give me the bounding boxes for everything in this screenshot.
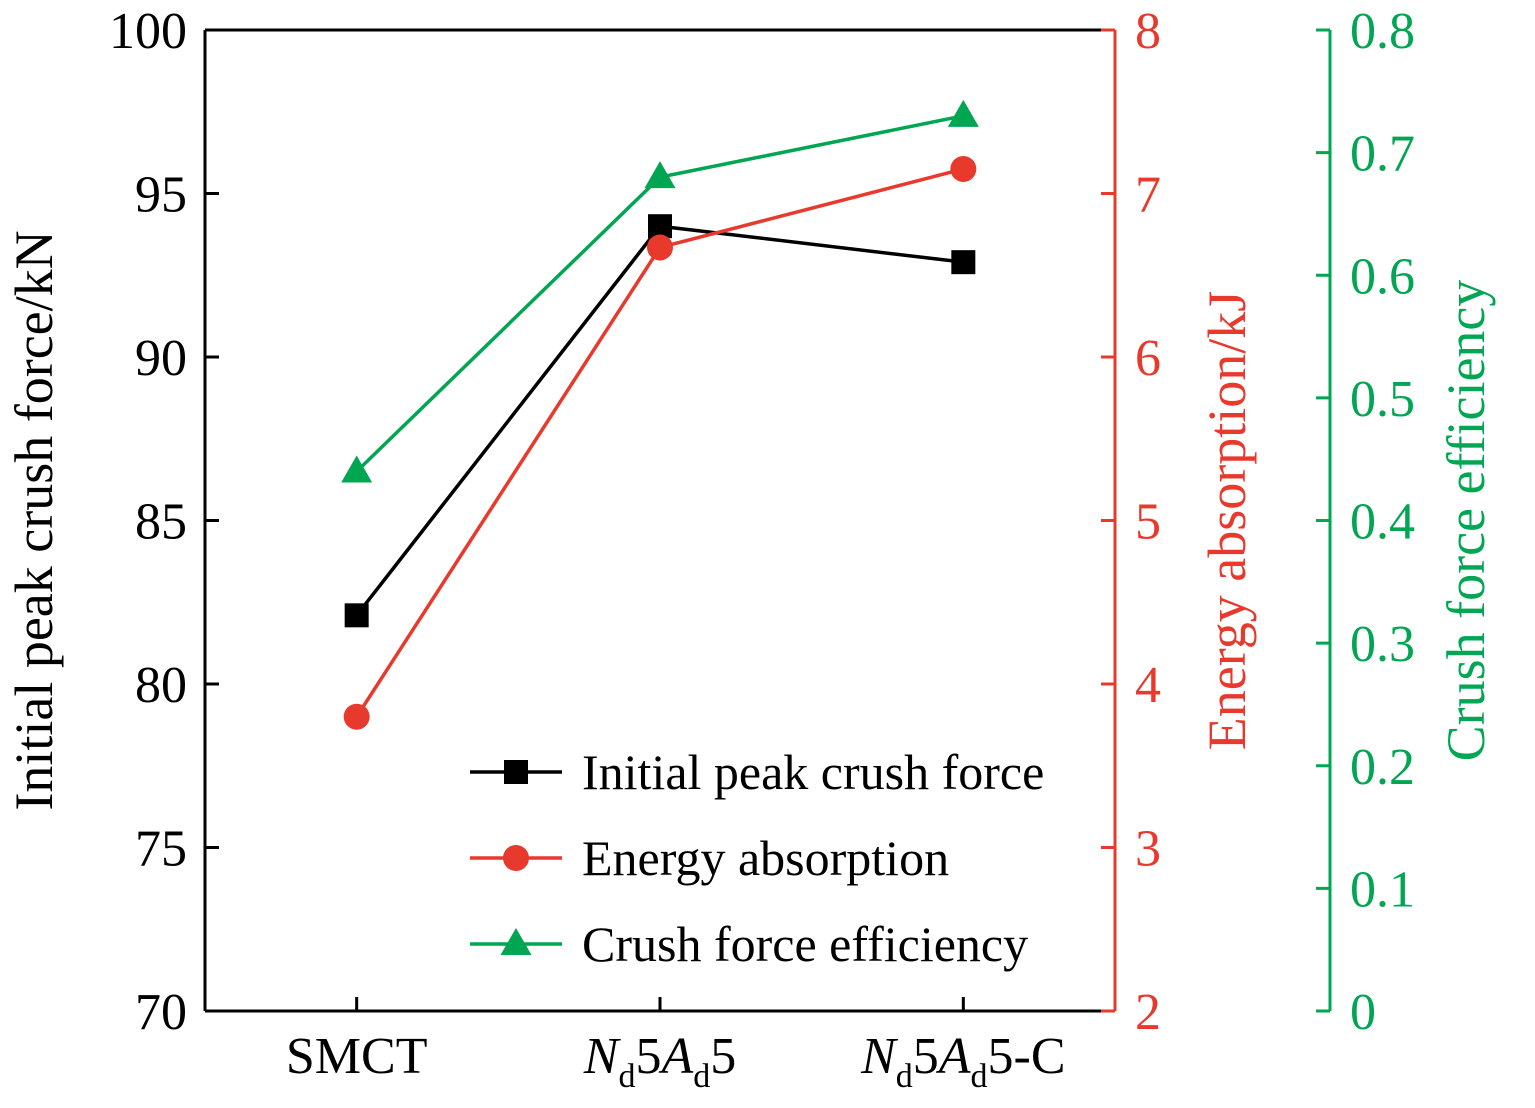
left-tick-label: 90 xyxy=(135,330,187,387)
series-line-left xyxy=(355,224,964,617)
right1-tick-label: 3 xyxy=(1135,821,1161,878)
series-marker-circle xyxy=(647,234,673,261)
x-tick-label: Nd5Ad5-C xyxy=(860,1028,1065,1095)
right2-tick-label: 0.4 xyxy=(1350,494,1415,551)
left-tick-label: 80 xyxy=(135,657,187,714)
series-marker-square xyxy=(648,214,672,239)
right1-tick-label: 8 xyxy=(1135,3,1161,60)
left-tick-label: 85 xyxy=(135,494,187,551)
right2-tick-label: 0.6 xyxy=(1350,248,1415,305)
legend-marker-triangle xyxy=(500,928,532,955)
legend-label: Crush force efficiency xyxy=(582,916,1028,972)
series-marker-circle xyxy=(950,155,977,182)
series-marker-triangle xyxy=(947,99,979,127)
energy-axis-title: Energy absorption/kJ xyxy=(1197,291,1257,750)
legend-marker-square xyxy=(504,760,528,784)
series-marker-square xyxy=(951,250,976,275)
left-tick-label: 95 xyxy=(135,167,187,224)
right2-tick-label: 0.3 xyxy=(1350,616,1415,673)
x-tick-label: SMCT xyxy=(286,1028,428,1085)
left-tick-label: 100 xyxy=(109,3,187,60)
legend-label: Initial peak crush force xyxy=(582,744,1044,800)
left-tick-label: 75 xyxy=(135,821,187,878)
left-axis-title: Initial peak crush force/kN xyxy=(4,230,64,810)
x-tick-label: Nd5Ad5 xyxy=(583,1028,736,1095)
efficiency-axis-title: Crush force efficiency xyxy=(1436,280,1496,762)
right1-tick-label: 2 xyxy=(1135,984,1161,1041)
legend-label: Energy absorption xyxy=(582,830,949,886)
right2-tick-label: 0.2 xyxy=(1350,739,1415,796)
series-marker-triangle xyxy=(341,455,373,483)
series-marker-triangle xyxy=(644,161,676,189)
legend-marker-circle xyxy=(503,845,529,871)
right1-tick-label: 6 xyxy=(1135,330,1161,387)
series-marker-circle xyxy=(343,703,370,730)
right1-tick-label: 4 xyxy=(1135,657,1161,714)
series-marker-square xyxy=(344,603,369,628)
right2-tick-label: 0.1 xyxy=(1350,861,1415,918)
right2-tick-label: 0 xyxy=(1350,984,1376,1041)
right2-tick-label: 0.8 xyxy=(1350,3,1415,60)
right2-tick-label: 0.5 xyxy=(1350,371,1415,428)
right1-tick-label: 5 xyxy=(1135,494,1161,551)
right2-tick-label: 0.7 xyxy=(1350,126,1415,183)
right1-tick-label: 7 xyxy=(1135,167,1161,224)
left-tick-label: 70 xyxy=(135,984,187,1041)
